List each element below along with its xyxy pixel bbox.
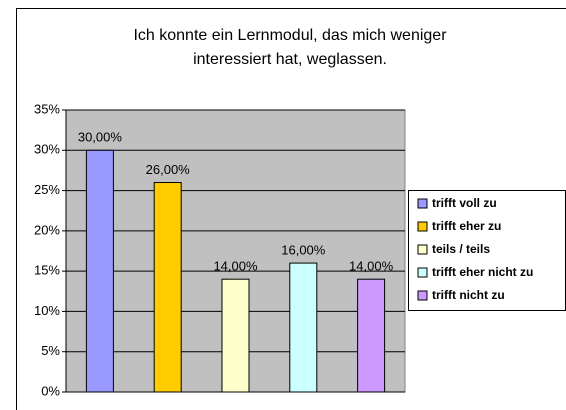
y-tick-label: 5% — [41, 343, 60, 358]
y-tick-label: 10% — [34, 303, 60, 318]
y-tick-label: 35% — [34, 101, 60, 116]
legend-label: teils / teils — [432, 242, 490, 256]
data-label: 16,00% — [281, 243, 326, 258]
data-label: 26,00% — [146, 162, 191, 177]
y-tick-label: 25% — [34, 182, 60, 197]
legend-label: trifft eher zu — [432, 219, 501, 233]
legend-label: trifft nicht zu — [432, 288, 505, 302]
bar — [289, 262, 318, 393]
legend-swatch — [417, 267, 428, 278]
legend-label: trifft eher nicht zu — [432, 265, 533, 279]
y-tick-label: 30% — [34, 142, 60, 157]
data-label: 30,00% — [78, 130, 123, 145]
bar — [85, 149, 114, 393]
legend-swatch — [417, 290, 428, 301]
legend-swatch — [417, 198, 428, 209]
data-label: 14,00% — [213, 259, 258, 274]
y-tick-label: 20% — [34, 222, 60, 237]
legend-swatch — [417, 221, 428, 232]
legend-label: trifft voll zu — [432, 196, 497, 210]
chart-title: Ich konnte ein Lernmodul, das mich wenig… — [133, 27, 447, 44]
legend — [408, 190, 566, 311]
y-tick-label: 15% — [34, 263, 60, 278]
bar — [221, 278, 250, 393]
bar — [153, 182, 182, 393]
bar — [357, 278, 386, 393]
legend-swatch — [417, 244, 428, 255]
y-tick-label: 0% — [41, 383, 60, 398]
chart-title: interessiert hat, weglassen. — [193, 51, 387, 68]
data-label: 14,00% — [349, 259, 394, 274]
